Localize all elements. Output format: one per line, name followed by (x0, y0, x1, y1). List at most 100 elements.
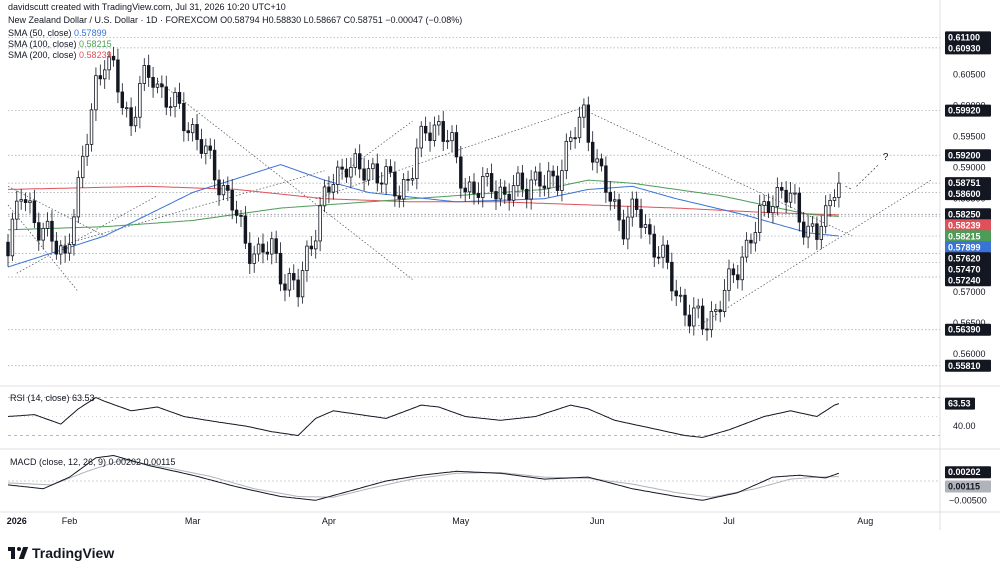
candle-down (766, 201, 771, 214)
projection-arrow (845, 185, 853, 190)
trendlines: ? (7, 80, 932, 327)
candle-up (331, 184, 336, 193)
candle-up (564, 140, 569, 172)
candle-up (252, 253, 256, 264)
candle-up (727, 268, 731, 291)
candle-down (639, 209, 643, 228)
macd-panel: MACD (close, 12, 26, 9) 0.00202 0.00115 (7, 454, 940, 501)
candle-down (520, 172, 525, 190)
candle-down (327, 186, 331, 193)
credit-line: davidscutt created with TradingView.com,… (8, 2, 286, 12)
candle-up (85, 143, 89, 157)
candle-down (63, 245, 67, 254)
candle-up (221, 185, 226, 196)
candle-up (547, 170, 551, 189)
price-tick-label: 0.56000 (953, 349, 986, 359)
price-label-text: 0.60930 (948, 43, 981, 53)
tradingview-logo[interactable]: TradingView (8, 545, 114, 561)
candle-up (59, 245, 63, 255)
candle-up (612, 199, 617, 202)
candle-down (212, 149, 217, 181)
candle-down (397, 195, 401, 200)
candle-up (595, 158, 599, 163)
candle-down (182, 102, 186, 132)
candle-up (753, 232, 758, 244)
candle-down (503, 186, 507, 195)
price-label-text: 0.57620 (948, 253, 981, 263)
candle-up (28, 200, 32, 203)
candle-up (630, 198, 634, 218)
signal-value-text: 0.00115 (948, 482, 980, 492)
candle-down (406, 178, 410, 181)
candle-down (441, 121, 445, 142)
candle-down (195, 124, 199, 140)
price-label-text: 0.58215 (948, 231, 981, 241)
candle-down (423, 125, 428, 134)
tradingview-logo-text: TradingView (32, 545, 115, 561)
candle-down (6, 241, 10, 257)
candle-down (656, 256, 661, 259)
candle-up (124, 107, 129, 110)
ohlc-values: O0.58794 H0.58830 L0.58667 C0.58751 −0.0… (220, 15, 463, 25)
candle-up (828, 200, 832, 207)
sma50-label: SMA (50, close) (8, 28, 72, 38)
candle-down (731, 268, 736, 276)
question-mark: ? (883, 152, 889, 163)
candle-down (388, 166, 393, 173)
rsi-panel: RSI (14, close) 63.53 (7, 393, 940, 438)
candle-down (177, 92, 182, 104)
candle-down (283, 283, 287, 291)
candle-down (674, 290, 678, 297)
candle-down (199, 139, 204, 154)
candle-up (643, 224, 648, 228)
rsi-value-text: 63.53 (948, 399, 971, 409)
candle-down (428, 132, 432, 142)
candle-up (582, 104, 586, 118)
price-label-box (945, 208, 991, 221)
month-tick-label: Mar (185, 516, 201, 526)
sma50-legend[interactable]: SMA (50, close) 0.57899 (8, 28, 107, 39)
candle-down (652, 233, 656, 258)
sma200-line (8, 185, 839, 216)
sma200-legend[interactable]: SMA (200, close) 0.58239 (8, 50, 112, 61)
price-label-text: 0.57240 (948, 275, 981, 285)
candle-up (498, 186, 503, 200)
candle-down (604, 165, 608, 193)
candle-down (116, 59, 120, 93)
candle-down (226, 185, 230, 191)
price-label-box (945, 323, 991, 336)
candle-down (340, 166, 344, 170)
candle-up (740, 256, 744, 281)
sma100-legend[interactable]: SMA (100, close) 0.58215 (8, 39, 112, 50)
candle-down (472, 181, 476, 194)
candle-up (305, 245, 309, 271)
candle-down (784, 189, 788, 203)
candle-up (335, 166, 340, 185)
price-tick-label: 0.59500 (953, 132, 986, 142)
candle-down (54, 240, 59, 255)
candle-down (599, 158, 604, 167)
month-tick-label: Feb (62, 516, 78, 526)
sma200-label: SMA (200, close) (8, 50, 77, 60)
rsi-value-box (945, 397, 975, 410)
candle-up (19, 199, 23, 202)
candle-down (243, 215, 248, 244)
candle-up (722, 289, 727, 312)
candle-down (780, 187, 784, 191)
symbol-line: New Zealand Dollar / U.S. Dollar · 1D · … (8, 15, 462, 26)
candle-up (89, 109, 94, 145)
candle-up (437, 121, 441, 126)
price-label-text: 0.58239 (948, 220, 981, 230)
macd-line (7, 454, 840, 501)
candle-down (801, 221, 806, 238)
month-tick-label: Jul (723, 516, 735, 526)
candle-up (810, 223, 815, 227)
candle-up (467, 181, 472, 193)
candle-down (687, 314, 692, 327)
candle-up (788, 192, 793, 203)
price-label-box (945, 188, 991, 201)
candle-up (102, 69, 107, 80)
candle-down (665, 244, 670, 263)
candle-down (459, 156, 463, 189)
candle-up (318, 205, 322, 242)
